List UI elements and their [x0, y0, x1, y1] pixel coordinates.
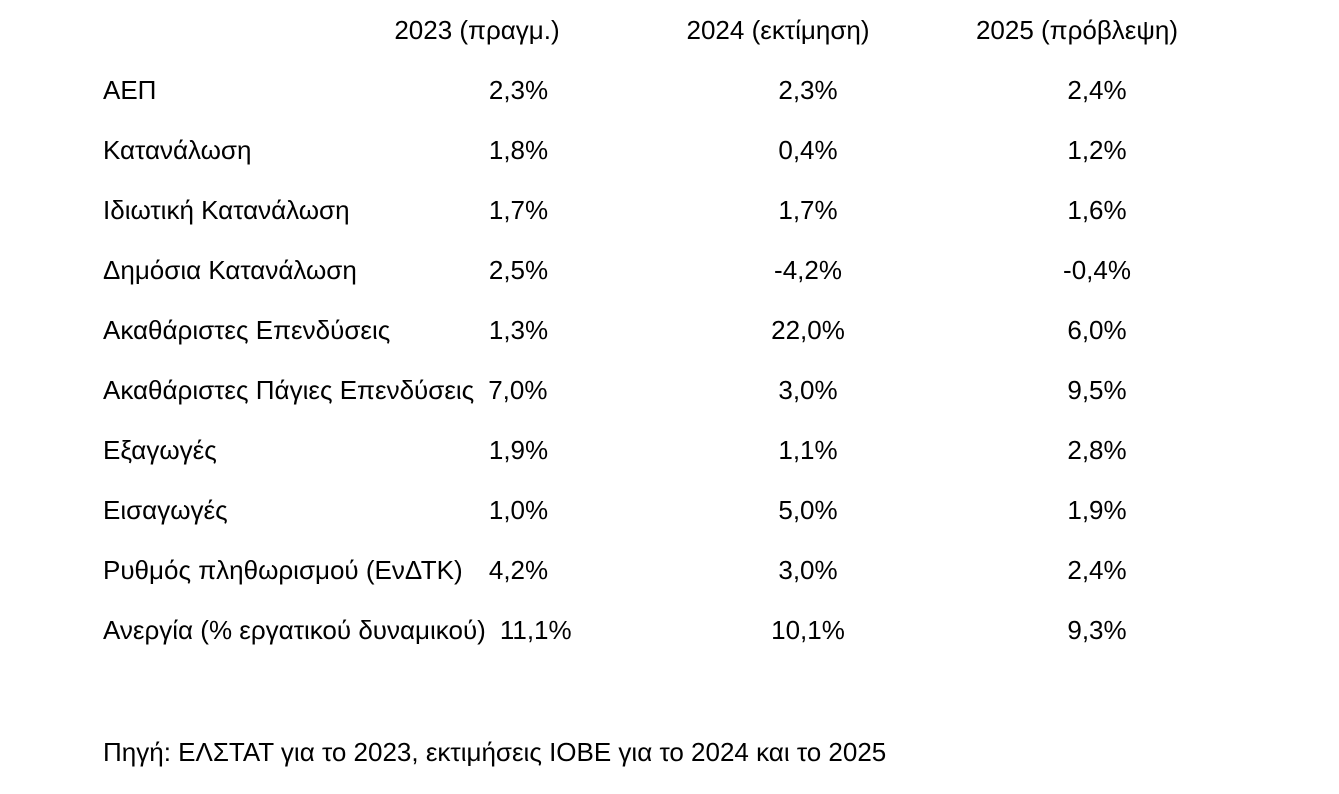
value-2025: 2,4% — [1067, 555, 1127, 585]
value-2023: 1,8% — [488, 135, 549, 165]
row-label: Ακαθάριστες Επενδύσεις — [103, 315, 391, 345]
table-footer-gap — [0, 660, 1339, 722]
value-2024: 22,0% — [771, 315, 845, 345]
value-2023: 1,7% — [488, 195, 549, 225]
value-2024: 2,3% — [778, 75, 838, 105]
value-2025: 2,8% — [1067, 435, 1127, 465]
value-2023: 2,3% — [488, 75, 549, 105]
value-2024: 3,0% — [778, 555, 838, 585]
table-row: Ιδιωτική Κατανάλωση 1,7% 1,7% 1,6% — [0, 180, 1339, 240]
row-label: Κατανάλωση — [103, 135, 252, 165]
row-label: Ανεργία (% εργατικού δυναμικού) — [103, 615, 486, 645]
table-row: Ακαθάριστες Επενδύσεις 1,3% 22,0% 6,0% — [0, 300, 1339, 360]
table-header-row: 2023 (πραγμ.) 2024 (εκτίμηση) 2025 (πρόβ… — [0, 0, 1339, 60]
table-row: Κατανάλωση 1,8% 0,4% 1,2% — [0, 120, 1339, 180]
value-2024: 1,7% — [778, 195, 838, 225]
value-2025: 1,6% — [1067, 195, 1127, 225]
value-2025: -0,4% — [1063, 255, 1131, 285]
source-note: Πηγή: ΕΛΣΤΑΤ για το 2023, εκτιμήσεις ΙΟΒ… — [103, 737, 887, 767]
row-label: Εισαγωγές — [103, 495, 228, 525]
table-row: Εισαγωγές 1,0% 5,0% 1,9% — [0, 480, 1339, 540]
value-2024: 10,1% — [771, 615, 845, 645]
value-2025: 9,5% — [1067, 375, 1127, 405]
value-2025: 2,4% — [1067, 75, 1127, 105]
row-label: Δημόσια Κατανάλωση — [103, 255, 357, 285]
source-row: Πηγή: ΕΛΣΤΑΤ για το 2023, εκτιμήσεις ΙΟΒ… — [0, 722, 1339, 782]
value-2024: 1,1% — [778, 435, 838, 465]
value-2025: 1,2% — [1067, 135, 1127, 165]
value-2025: 9,3% — [1067, 615, 1127, 645]
value-2023: 1,3% — [488, 315, 549, 345]
row-label: Ακαθάριστες Πάγιες Επενδύσεις — [103, 375, 475, 405]
value-2023: 4,2% — [488, 555, 549, 585]
value-2023: 1,9% — [488, 435, 549, 465]
value-2024: 3,0% — [778, 375, 838, 405]
row-label: ΑΕΠ — [103, 75, 157, 105]
row-label: Ιδιωτική Κατανάλωση — [103, 195, 350, 225]
value-2024: 5,0% — [778, 495, 838, 525]
table-row: Δημόσια Κατανάλωση 2,5% -4,2% -0,4% — [0, 240, 1339, 300]
header-2023: 2023 (πραγμ.) — [394, 15, 560, 45]
header-2025: 2025 (πρόβλεψη) — [975, 15, 1179, 45]
value-2023: 11,1% — [499, 615, 572, 645]
value-2025: 6,0% — [1067, 315, 1127, 345]
value-2024: 0,4% — [778, 135, 838, 165]
table-row: Ανεργία (% εργατικού δυναμικού) 11,1% 10,… — [0, 600, 1339, 660]
table-row: ΑΕΠ 2,3% 2,3% 2,4% — [0, 60, 1339, 120]
value-2023: 2,5% — [488, 255, 549, 285]
row-label: Ρυθμός πληθωρισμού (ΕνΔΤΚ) — [103, 555, 463, 585]
value-2024: -4,2% — [774, 255, 842, 285]
table-row: Εξαγωγές 1,9% 1,1% 2,8% — [0, 420, 1339, 480]
value-2023: 7,0% — [488, 375, 548, 405]
table-row: Ρυθμός πληθωρισμού (ΕνΔΤΚ) 4,2% 3,0% 2,4… — [0, 540, 1339, 600]
value-2025: 1,9% — [1067, 495, 1127, 525]
value-2023: 1,0% — [488, 495, 549, 525]
table-row: Ακαθάριστες Πάγιες Επενδύσεις 7,0% 3,0% 9… — [0, 360, 1339, 420]
header-2024: 2024 (εκτίμηση) — [686, 15, 870, 45]
row-label: Εξαγωγές — [103, 435, 217, 465]
